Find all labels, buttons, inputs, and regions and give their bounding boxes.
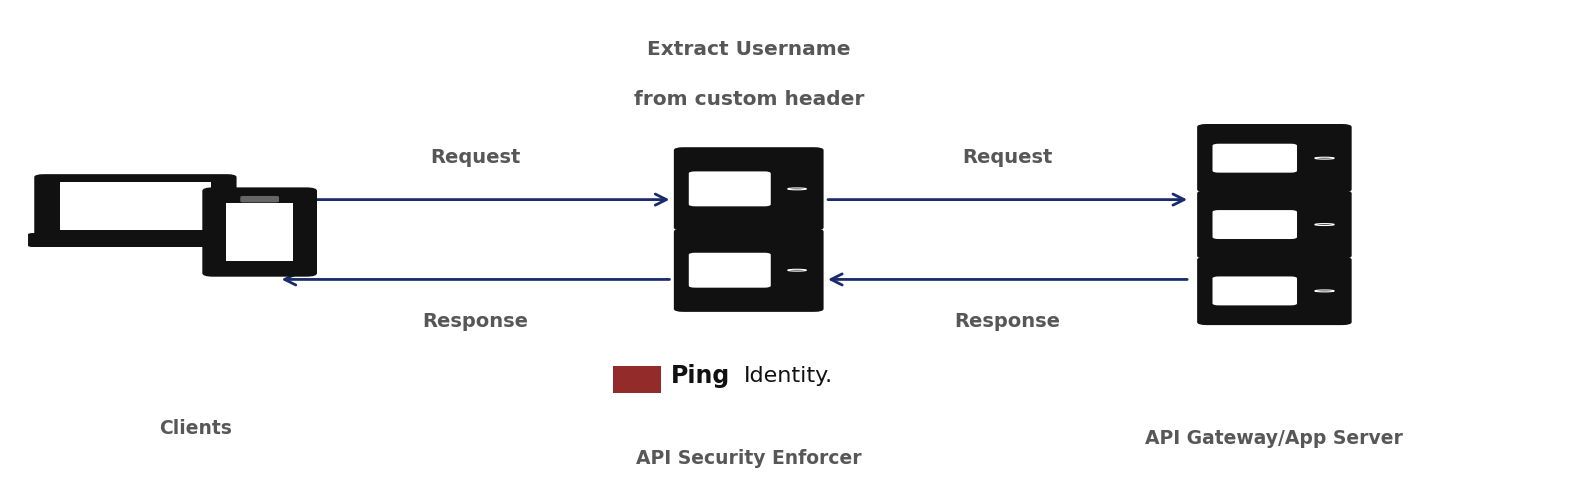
FancyBboxPatch shape	[29, 233, 242, 247]
Text: Clients: Clients	[159, 419, 233, 438]
Text: Request: Request	[962, 148, 1053, 167]
Text: from custom header: from custom header	[634, 90, 863, 109]
FancyBboxPatch shape	[688, 171, 771, 207]
Text: Response: Response	[422, 312, 529, 331]
Text: Identity.: Identity.	[744, 366, 833, 386]
Bar	[61, 182, 212, 230]
FancyBboxPatch shape	[1198, 124, 1351, 192]
Ellipse shape	[787, 269, 806, 271]
Text: Request: Request	[430, 148, 521, 167]
FancyBboxPatch shape	[1212, 210, 1297, 239]
Ellipse shape	[1314, 224, 1335, 226]
FancyBboxPatch shape	[1212, 144, 1297, 173]
Text: API Security Enforcer: API Security Enforcer	[636, 449, 862, 468]
FancyBboxPatch shape	[202, 187, 317, 276]
FancyBboxPatch shape	[1198, 191, 1351, 258]
FancyBboxPatch shape	[688, 253, 771, 287]
Text: Ping: Ping	[671, 364, 730, 388]
Ellipse shape	[1314, 157, 1335, 159]
Ellipse shape	[787, 188, 806, 190]
FancyBboxPatch shape	[35, 174, 237, 238]
Text: API Gateway/App Server: API Gateway/App Server	[1145, 429, 1403, 448]
FancyBboxPatch shape	[1198, 256, 1351, 325]
FancyBboxPatch shape	[241, 196, 279, 203]
Ellipse shape	[1314, 290, 1335, 292]
Bar	[226, 204, 293, 260]
Bar	[119, 235, 151, 239]
FancyBboxPatch shape	[674, 147, 824, 231]
Text: Extract Username: Extract Username	[647, 40, 851, 59]
Bar	[613, 366, 661, 393]
FancyBboxPatch shape	[1212, 276, 1297, 305]
Text: Response: Response	[954, 312, 1061, 331]
FancyBboxPatch shape	[674, 229, 824, 312]
